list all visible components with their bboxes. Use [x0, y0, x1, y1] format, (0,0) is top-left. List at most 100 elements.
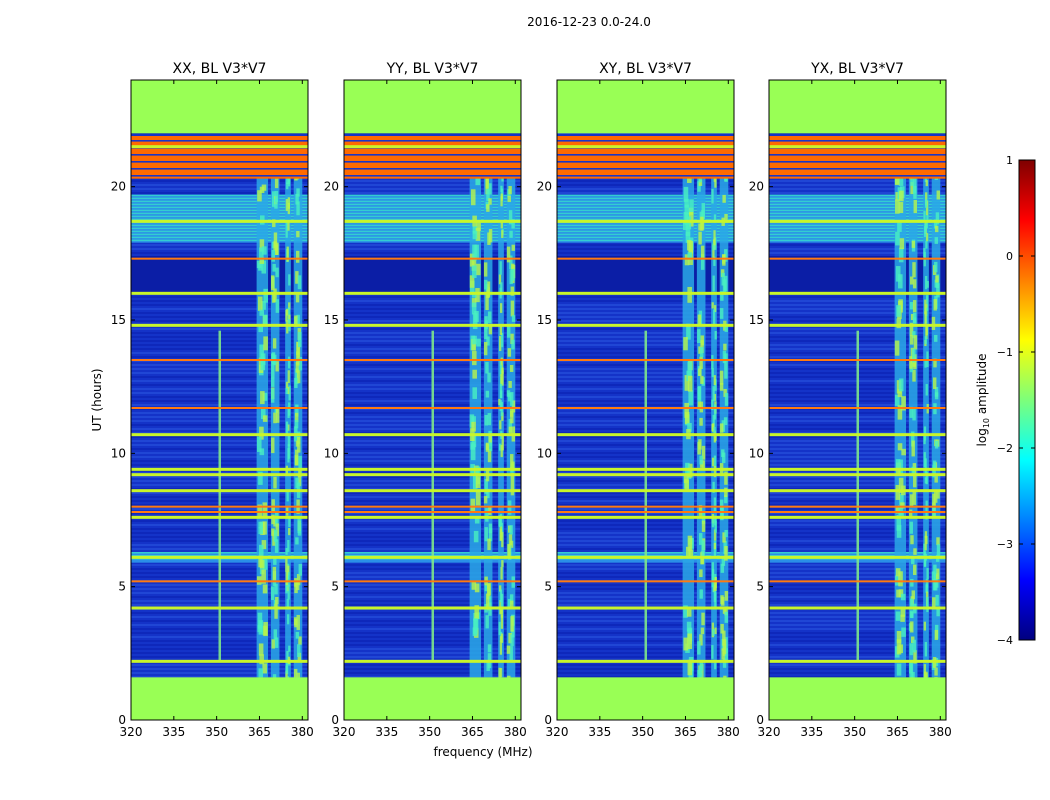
orange-band: [131, 136, 308, 179]
orange-line: [769, 257, 946, 260]
orange-line: [769, 511, 946, 513]
orange-line: [344, 580, 521, 583]
orange-line: [557, 359, 734, 361]
orange-line: [131, 407, 308, 409]
panel-frame: [130, 79, 309, 721]
orange-line: [131, 257, 308, 260]
flagged-region: [131, 677, 308, 720]
orange-band: [344, 136, 521, 179]
y-tick-label: 0: [331, 713, 339, 727]
orange-line: [131, 505, 308, 508]
orange-line: [557, 580, 734, 583]
x-tick-label: 380: [717, 725, 740, 739]
flagged-region: [344, 80, 521, 134]
yellow-line: [344, 291, 521, 295]
x-tick-label: 365: [461, 725, 484, 739]
dark-band: [131, 256, 308, 294]
y-tick-label: 5: [756, 580, 764, 594]
y-tick-label: 15: [111, 313, 126, 327]
panel-title: XY, BL V3*V7: [599, 61, 692, 77]
yellow-line: [557, 659, 734, 663]
yellow-line: [344, 555, 521, 559]
yellow-line: [131, 433, 308, 437]
panel-frame: [556, 79, 735, 721]
flagged-region: [557, 677, 734, 720]
yellow-line: [344, 659, 521, 663]
x-tick-label: 320: [758, 725, 781, 739]
orange-line: [557, 511, 734, 513]
yellow-line: [769, 473, 946, 477]
yellow-line: [131, 145, 308, 149]
yellow-line: [557, 291, 734, 295]
dark-band: [769, 256, 946, 294]
y-tick-label: 0: [118, 713, 126, 727]
y-tick-label: 5: [544, 580, 552, 594]
orange-line: [131, 359, 308, 361]
x-tick-label: 380: [291, 725, 314, 739]
figure-title: 2016-12-23 0.0-24.0: [527, 15, 651, 29]
y-tick-label: 5: [118, 580, 126, 594]
x-tick-label: 320: [546, 725, 569, 739]
y-tick-label: 20: [749, 180, 764, 194]
dark-band: [557, 256, 734, 294]
colorbar-tick-label: −1: [997, 346, 1013, 359]
bright-channel: [908, 136, 918, 678]
y-tick-label: 20: [537, 180, 552, 194]
bright-channel: [270, 136, 280, 678]
panel-3: XY, BL V3*V7 320 335 350 365 380 0 5 10 15 20: [537, 61, 740, 739]
x-tick-label: 365: [248, 725, 271, 739]
y-tick-label: 0: [544, 713, 552, 727]
x-tick-label: 320: [333, 725, 356, 739]
orange-line: [769, 407, 946, 409]
x-tick-label: 365: [674, 725, 697, 739]
y-tick-label: 10: [324, 446, 339, 460]
yellow-line: [131, 323, 308, 327]
y-tick-label: 5: [331, 580, 339, 594]
yellow-line: [557, 473, 734, 477]
panel-1: XX, BL V3*V7 320 335 350 365 380 0 5 10 15 20: [111, 61, 314, 739]
yellow-line: [344, 606, 521, 610]
colorbar-tick-label: 1: [1006, 154, 1013, 167]
yellow-line: [557, 433, 734, 437]
panels-layer: XX, BL V3*V7 320 335 350 365 380 0 5 10 15 20 YY, B…: [111, 61, 952, 739]
orange-band: [557, 136, 734, 179]
flagged-region: [557, 80, 734, 134]
orange-line: [769, 505, 946, 508]
panel-title: XX, BL V3*V7: [173, 61, 267, 77]
yellow-line: [557, 555, 734, 559]
x-tick-label: 335: [162, 725, 185, 739]
yellow-line: [131, 467, 308, 471]
yellow-line: [557, 489, 734, 493]
x-tick-label: 380: [504, 725, 527, 739]
colorbar-tick-label: −4: [997, 634, 1013, 647]
panel-title: YX, BL V3*V7: [810, 61, 904, 77]
orange-line: [344, 505, 521, 508]
yellow-line: [344, 433, 521, 437]
bright-channel: [719, 136, 729, 678]
orange-band: [769, 136, 946, 179]
yellow-line: [769, 555, 946, 559]
yellow-line: [769, 515, 946, 519]
yellow-line: [769, 433, 946, 437]
x-tick-label: 335: [588, 725, 611, 739]
rfi-channel: [644, 330, 647, 662]
orange-line: [557, 257, 734, 260]
bright-channel: [483, 136, 493, 678]
colorbar-label: log10 amplitude: [975, 354, 991, 447]
x-tick-label: 335: [375, 725, 398, 739]
y-tick-label: 10: [111, 446, 126, 460]
yellow-line: [344, 467, 521, 471]
rfi-channel: [218, 330, 221, 662]
x-tick-label: 350: [631, 725, 654, 739]
x-tick-label: 335: [800, 725, 823, 739]
yellow-line: [131, 606, 308, 610]
yellow-line: [131, 555, 308, 559]
y-tick-label: 10: [537, 446, 552, 460]
orange-line: [131, 511, 308, 513]
x-tick-label: 350: [418, 725, 441, 739]
x-tick-label: 350: [205, 725, 228, 739]
rfi-channel: [856, 330, 859, 662]
panel-4: YX, BL V3*V7 320 335 350 365 380 0 5 10 15 20: [749, 61, 952, 739]
panel-title: YY, BL V3*V7: [386, 61, 479, 77]
yellow-line: [344, 219, 521, 223]
